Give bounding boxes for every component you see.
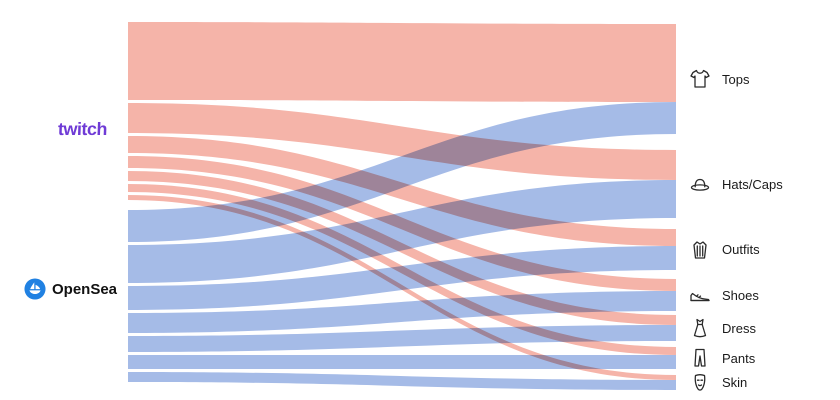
dress-icon [688, 316, 712, 340]
category-text: Tops [722, 71, 750, 87]
category-text: Pants [722, 350, 756, 366]
sankey-ribbon-opensea-dress [128, 325, 676, 352]
category-label-outfits: Outfits [688, 237, 760, 263]
pants-icon [688, 346, 712, 370]
sankey-ribbon-opensea-hats [128, 180, 676, 283]
category-text: Hats/Caps [722, 176, 783, 192]
sankey-ribbon-opensea-tops [128, 102, 676, 242]
sankey-ribbon-opensea-skin [128, 372, 676, 390]
hat-icon [688, 172, 712, 196]
category-label-pants: Pants [688, 345, 755, 371]
category-text: Outfits [722, 242, 760, 257]
opensea-wordmark: OpenSea [52, 280, 118, 298]
tshirt-icon [688, 67, 712, 91]
mask-icon [688, 371, 712, 395]
coat-icon [688, 238, 712, 262]
category-label-tops: Tops [688, 66, 749, 92]
category-label-skin: Skin [688, 370, 747, 396]
opensea-sail-icon [24, 278, 46, 300]
twitch-logo: twitch [57, 119, 108, 140]
sankey-ribbon-opensea-pants [128, 355, 676, 369]
opensea-logo: OpenSea [24, 278, 117, 300]
category-text: Dress [722, 320, 756, 336]
sankey-ribbon-twitch-hats [128, 103, 676, 180]
category-label-shoes: Shoes [688, 282, 759, 308]
category-text: Shoes [722, 287, 759, 303]
category-label-hats: Hats/Caps [688, 171, 783, 197]
sankey-ribbon-twitch-tops [128, 22, 676, 102]
sankey-ribbon-opensea-outfits [128, 246, 676, 310]
sankey-ribbon-opensea-shoes [128, 291, 676, 333]
category-text: Skin [722, 375, 748, 390]
category-label-dress: Dress [688, 315, 756, 341]
sneaker-icon [688, 283, 712, 307]
twitch-wordmark: twitch [57, 119, 108, 139]
